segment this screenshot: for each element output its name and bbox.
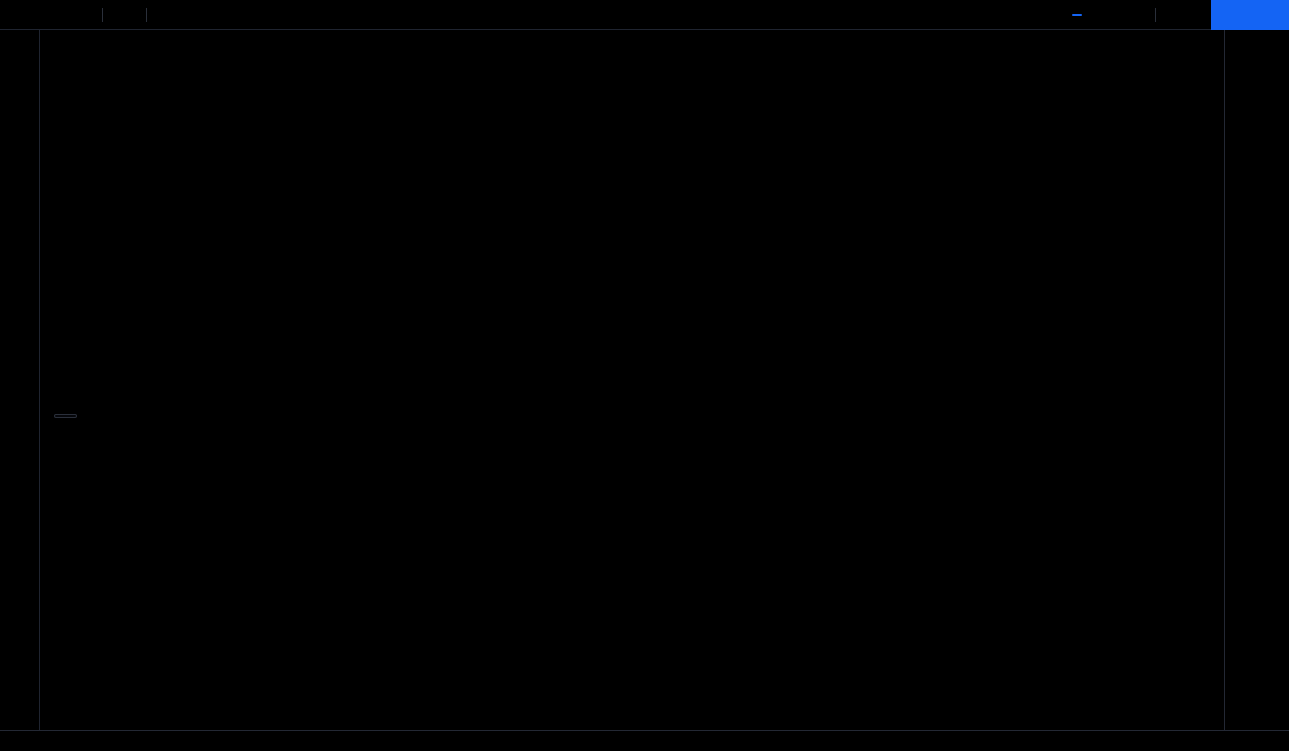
time-axis[interactable] — [0, 730, 1289, 751]
panel-maximize-button[interactable] — [1190, 40, 1204, 54]
top-toolbar — [0, 0, 1289, 30]
countdown-badge — [1072, 13, 1082, 16]
screenshot-button[interactable] — [1088, 0, 1120, 29]
compare-button[interactable] — [224, 0, 261, 29]
camera-icon — [1096, 7, 1112, 23]
portfolio-button[interactable] — [261, 0, 298, 29]
divider — [146, 7, 147, 22]
fr-indicator-selector[interactable] — [54, 414, 77, 418]
cloud-icon — [1167, 7, 1183, 23]
favorite-toggle[interactable] — [39, 0, 63, 29]
grid-icon — [269, 7, 285, 23]
chart-canvas[interactable] — [40, 30, 1224, 730]
price-axis[interactable] — [1224, 30, 1289, 730]
layout-menu[interactable] — [1159, 0, 1203, 29]
indicators-button[interactable] — [150, 0, 187, 29]
compare-icon — [232, 7, 248, 23]
collapse-panel-button[interactable] — [1249, 32, 1263, 46]
split-screen-button[interactable] — [298, 0, 335, 29]
app-logo[interactable] — [2, 0, 39, 29]
logo-icon — [10, 4, 31, 25]
divider — [1155, 7, 1156, 22]
divider — [102, 7, 103, 22]
fullscreen-icon — [1128, 7, 1144, 23]
drawing-toolbar — [0, 30, 40, 730]
place-order-button[interactable] — [1211, 0, 1289, 30]
search-button[interactable] — [67, 0, 99, 29]
chart-region — [40, 30, 1224, 730]
indicator-icon — [158, 7, 174, 23]
crown-icon — [114, 7, 130, 23]
split-screen-icon — [306, 7, 322, 23]
settings-button[interactable] — [187, 0, 224, 29]
gear-icon — [195, 7, 211, 23]
vip-button[interactable] — [106, 0, 143, 29]
search-icon — [75, 7, 91, 23]
star-icon — [43, 7, 59, 23]
fullscreen-button[interactable] — [1120, 0, 1152, 29]
